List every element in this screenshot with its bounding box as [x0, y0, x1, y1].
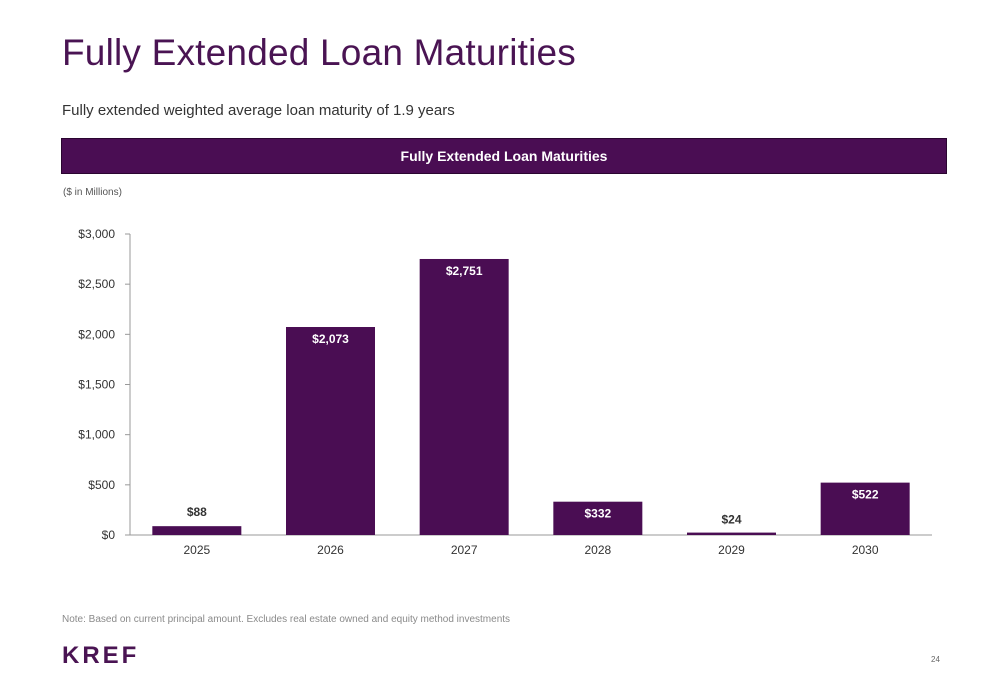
x-tick-label: 2027 [451, 543, 478, 557]
bar-2025 [152, 526, 242, 535]
footnote: Note: Based on current principal amount.… [62, 614, 511, 625]
y-tick-label: $3,000 [78, 227, 115, 241]
data-label: $332 [584, 507, 611, 521]
chart-banner: Fully Extended Loan Maturities [61, 138, 947, 174]
bar-2029 [687, 532, 776, 535]
bar-2027 [419, 258, 509, 535]
page-title: Fully Extended Loan Maturities [62, 32, 576, 73]
bars [152, 258, 910, 535]
page-number: 24 [931, 655, 940, 664]
page-subtitle: Fully extended weighted average loan mat… [62, 102, 455, 119]
x-axis: 2025 2026 2027 2028 2029 2030 [130, 534, 932, 557]
x-tick-label: 2026 [317, 543, 344, 557]
y-tick-label: $2,500 [78, 277, 115, 291]
kref-logo: KREF [62, 642, 140, 669]
x-tick-label: 2028 [584, 543, 611, 557]
bar-chart: $0 $500 $1,000 $1,500 $2,000 $2,500 $3,000 202… [78, 227, 932, 557]
y-tick-label: $0 [102, 528, 116, 542]
y-tick-label: $500 [88, 478, 115, 492]
chart-banner-title: Fully Extended Loan Maturities [400, 148, 608, 164]
data-label: $2,073 [312, 332, 349, 346]
data-label: $24 [721, 513, 741, 527]
data-labels: $88 $2,073 $2,751 $332 $24 $522 [187, 264, 879, 527]
bar-2028 [553, 501, 643, 535]
y-tick-label: $1,500 [78, 378, 115, 392]
bar-2030 [820, 482, 910, 535]
x-tick-label: 2025 [183, 543, 210, 557]
y-tick-label: $2,000 [78, 327, 115, 341]
x-tick-label: 2030 [852, 543, 879, 557]
x-tick-label: 2029 [718, 543, 745, 557]
data-label: $522 [852, 488, 879, 502]
units-label: ($ in Millions) [63, 187, 122, 198]
y-axis: $0 $500 $1,000 $1,500 $2,000 $2,500 $3,000 [78, 227, 131, 542]
y-tick-label: $1,000 [78, 428, 115, 442]
data-label: $2,751 [446, 264, 483, 278]
bar-2026 [286, 327, 375, 535]
data-label: $88 [187, 505, 207, 519]
